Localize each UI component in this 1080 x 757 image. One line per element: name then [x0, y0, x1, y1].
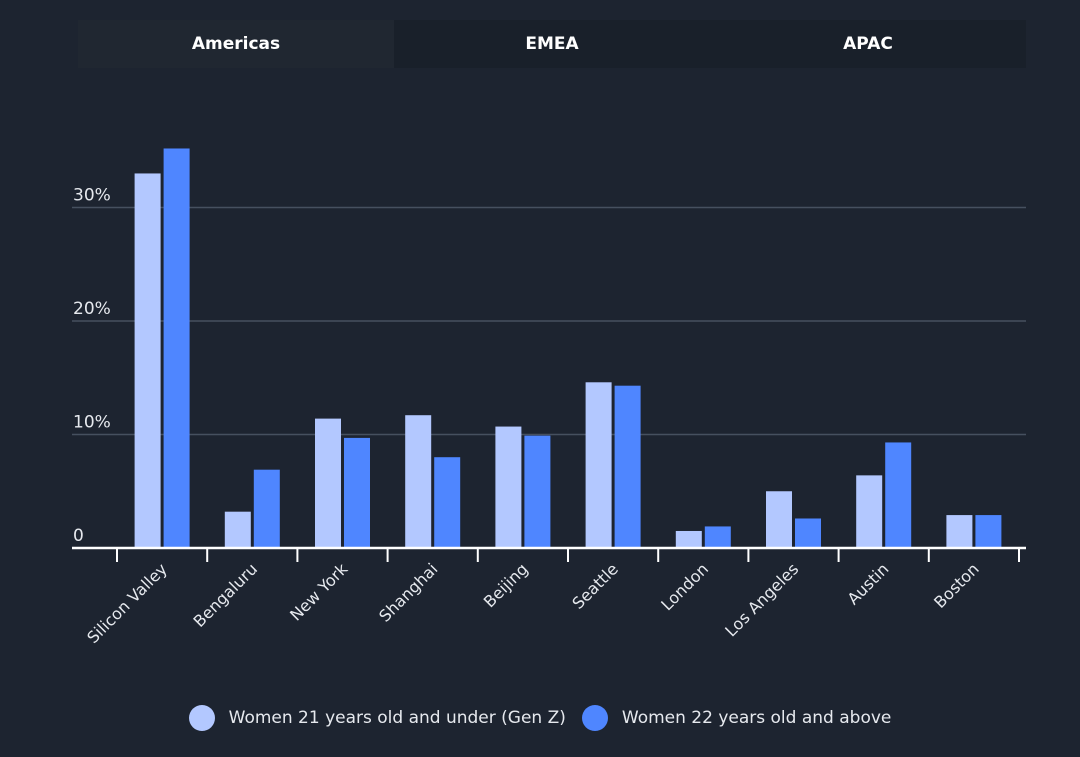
- tab-emea[interactable]: EMEA: [394, 20, 710, 68]
- bar-older: [253, 469, 280, 548]
- bar-genz: [224, 511, 251, 548]
- legend-item-genz[interactable]: Women 21 years old and under (Gen Z): [188, 705, 566, 731]
- bar-genz: [585, 382, 612, 548]
- x-tick-label: New York: [286, 559, 352, 625]
- x-tick-label: London: [657, 559, 712, 614]
- bar-genz: [315, 418, 341, 548]
- bar-genz: [675, 530, 702, 548]
- bar-genz: [856, 475, 883, 548]
- bar-genz: [766, 491, 792, 548]
- legend-swatch-genz: [188, 705, 215, 731]
- x-tick-label: Seattle: [568, 559, 621, 612]
- x-tick-label: Austin: [844, 559, 893, 608]
- x-tick-label: Boston: [930, 559, 983, 612]
- bar-older: [885, 442, 912, 548]
- region-tabs: Americas EMEA APAC: [78, 20, 1026, 68]
- bar-older: [795, 518, 821, 548]
- chart-legend: Women 21 years old and under (Gen Z) Wom…: [0, 700, 1080, 736]
- bar-chart: 0 10% 20% 30% Silicon Valley Bengaluru New Yor…: [72, 148, 1026, 647]
- legend-label-older: Women 22 years old and above: [621, 708, 892, 728]
- bar-older: [163, 148, 190, 549]
- bar-genz: [405, 415, 432, 548]
- y-tick-label: 10%: [73, 413, 111, 433]
- legend-item-older[interactable]: Women 22 years old and above: [581, 705, 892, 731]
- bar-older: [704, 526, 731, 548]
- bar-older: [344, 437, 370, 548]
- x-tick-label: Shanghai: [375, 559, 441, 625]
- bar-older: [524, 435, 551, 548]
- y-tick-label: 30%: [73, 186, 111, 206]
- y-tick-label: 20%: [73, 299, 111, 319]
- bar-genz: [134, 173, 161, 548]
- x-tick-label: Beijing: [480, 559, 532, 611]
- bar-older: [434, 457, 461, 548]
- y-tick-label: 0: [73, 526, 84, 546]
- legend-swatch-older: [581, 705, 608, 731]
- tab-apac[interactable]: APAC: [710, 20, 1026, 68]
- bar-genz: [946, 515, 973, 548]
- x-tick-label: Silicon Valley: [83, 559, 171, 647]
- legend-label-genz: Women 21 years old and under (Gen Z): [228, 708, 566, 728]
- bar-genz: [495, 426, 522, 548]
- x-tick-label: Bengaluru: [190, 559, 262, 631]
- x-tick-label: Los Angeles: [721, 559, 802, 640]
- tab-americas[interactable]: Americas: [78, 20, 394, 68]
- bar-older: [614, 385, 641, 548]
- bar-older: [975, 515, 1002, 548]
